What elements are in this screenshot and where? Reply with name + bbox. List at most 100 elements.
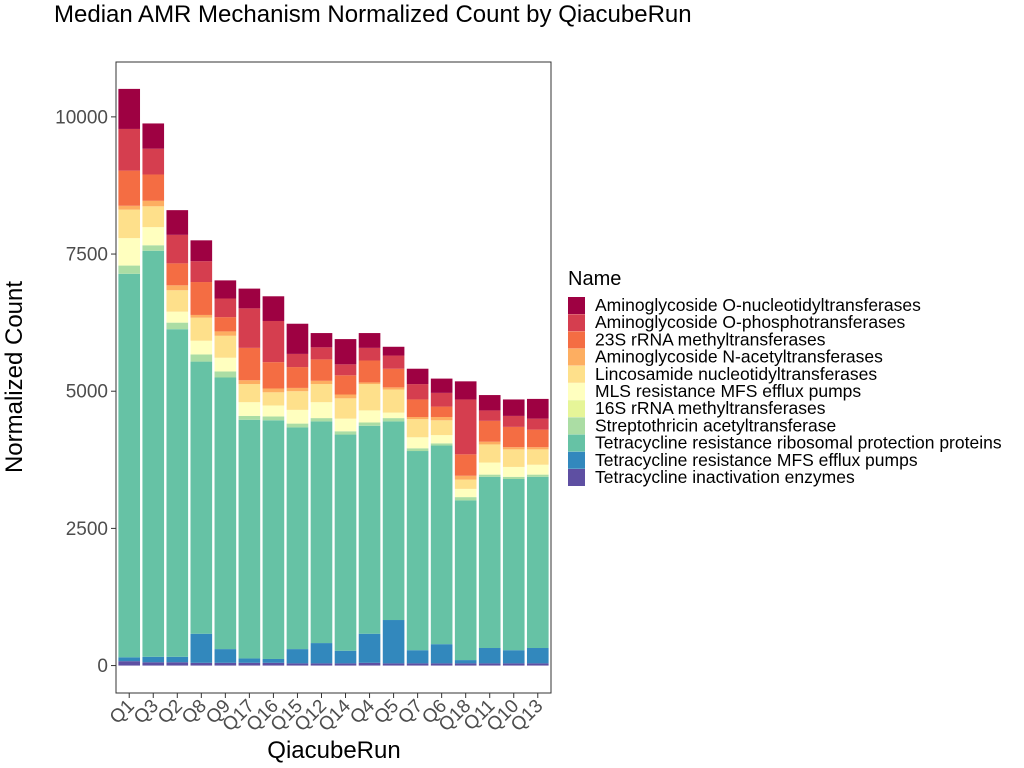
bar-segment-q12-9: [310, 347, 333, 360]
bar-segment-q9-9: [214, 298, 237, 318]
bar-segment-q11-2: [478, 476, 501, 648]
legend-label: 23S rRNA methyltransferases: [595, 329, 826, 349]
bar-segment-q12-7: [310, 380, 333, 385]
bar-segment-q6-3: [430, 443, 453, 446]
bar-segment-q18-2: [454, 500, 477, 661]
bar-segment-q13-7: [526, 447, 549, 450]
bar-segment-q1-3: [118, 265, 141, 274]
bar-segment-q18-1: [454, 660, 477, 664]
y-tick-label: 10000: [55, 107, 108, 128]
bar-segment-q16-10: [262, 296, 285, 321]
bar-segment-q12-2: [310, 421, 333, 644]
bar-segment-q9-3: [214, 371, 237, 378]
bar-segment-q17-5: [238, 402, 261, 416]
bar-segment-q4-5: [358, 410, 381, 423]
bar-segment-q3-6: [142, 206, 165, 228]
bar-segment-q6-2: [430, 445, 453, 645]
bar-segment-q1-8: [118, 170, 141, 206]
bar-segment-q4-9: [358, 347, 381, 361]
bar-segment-q12-3: [310, 418, 333, 422]
bar-segment-q3-5: [142, 227, 165, 246]
bar-segment-q4-7: [358, 382, 381, 385]
bar-segment-q14-7: [334, 394, 357, 399]
bar-segment-q7-5: [406, 437, 429, 449]
bar-segment-q17-2: [238, 419, 261, 659]
bar-segment-q4-8: [358, 360, 381, 383]
bar-segment-q17-7: [238, 380, 261, 385]
bar-segment-q2-8: [166, 263, 189, 286]
bar-segment-q4-2: [358, 425, 381, 634]
bar-segment-q14-8: [334, 375, 357, 395]
bar-segment-q10-6: [502, 449, 525, 467]
bar-segment-q6-10: [430, 378, 453, 393]
bar-segment-q7-0: [406, 663, 429, 666]
bar-segment-q14-6: [334, 398, 357, 419]
legend-swatch: [568, 451, 585, 469]
bar-segment-q2-0: [166, 662, 189, 666]
bar-segment-q4-3: [358, 422, 381, 426]
bar-segment-q18-8: [454, 454, 477, 476]
bar-segment-q11-1: [478, 648, 501, 664]
bar-segment-q2-9: [166, 234, 189, 264]
bar-segment-q18-10: [454, 381, 477, 400]
bar-segment-q13-5: [526, 464, 549, 475]
bar-segment-q17-3: [238, 415, 261, 420]
bar-segment-q4-6: [358, 384, 381, 411]
bar-segment-q12-1: [310, 643, 333, 664]
legend-label: Lincosamide nucleotidyltransferases: [595, 364, 877, 384]
bar-segment-q11-0: [478, 663, 501, 666]
bar-segment-q11-8: [478, 420, 501, 442]
bar-segment-q3-1: [142, 656, 165, 663]
bar-segment-q13-0: [526, 663, 549, 666]
x-axis: Q1Q3Q2Q8Q9Q17Q16Q15Q12Q14Q4Q5Q7Q6Q18Q11Q…: [106, 693, 547, 736]
bar-segment-q11-3: [478, 474, 501, 477]
bar-segment-q3-0: [142, 662, 165, 666]
bar-segment-q3-9: [142, 148, 165, 175]
legend-swatch: [568, 469, 585, 486]
plot-panel-border: [115, 61, 552, 694]
bar-segment-q15-10: [286, 323, 309, 354]
bar-segment-q9-5: [214, 357, 237, 372]
y-tick-label: 2500: [66, 519, 108, 540]
bar-segment-q8-2: [190, 361, 213, 634]
bar-segment-q5-3: [382, 418, 405, 422]
bar-segment-q9-8: [214, 317, 237, 332]
bar-segment-q14-5: [334, 418, 357, 432]
bar-segment-q13-9: [526, 418, 549, 430]
bar-segment-q8-3: [190, 354, 213, 362]
bar-segment-q15-0: [286, 663, 309, 666]
bar-segment-q15-1: [286, 649, 309, 664]
bar-segment-q1-7: [118, 205, 141, 210]
bar-segment-q5-8: [382, 368, 405, 388]
bar-segment-q3-7: [142, 200, 165, 207]
legend-swatch: [568, 383, 585, 400]
bar-segment-q11-10: [478, 395, 501, 411]
bar-segment-q16-6: [262, 392, 285, 406]
bar-segment-q10-7: [502, 447, 525, 450]
bar-segment-q10-1: [502, 650, 525, 664]
bar-segment-q3-3: [142, 245, 165, 251]
bar-segment-q11-9: [478, 410, 501, 421]
bar-segment-q12-6: [310, 384, 333, 403]
bar-segment-q2-6: [166, 290, 189, 312]
bar-segment-q7-6: [406, 419, 429, 438]
bar-segment-q13-6: [526, 449, 549, 465]
bar-segment-q2-3: [166, 322, 189, 330]
chart-title: Median AMR Mechanism Normalized Count by…: [54, 1, 692, 28]
bar-segment-q13-2: [526, 476, 549, 648]
bar-segment-q12-0: [310, 663, 333, 666]
bar-segment-q10-5: [502, 466, 525, 477]
bar-segment-q1-2: [118, 273, 141, 658]
bar-segment-q15-3: [286, 423, 309, 428]
bar-segment-q2-10: [166, 210, 189, 235]
bar-segment-q9-10: [214, 280, 237, 299]
legend-label: Tetracycline resistance ribosomal protec…: [595, 433, 1002, 453]
bar-segment-q7-8: [406, 399, 429, 418]
bar-segment-q8-7: [190, 314, 213, 318]
legend-swatch: [568, 365, 585, 383]
legend-label: Tetracycline resistance MFS efflux pumps: [595, 450, 918, 470]
bar-segment-q16-3: [262, 416, 285, 421]
bar-segment-q18-3: [454, 497, 477, 501]
bar-segment-q18-9: [454, 399, 477, 455]
